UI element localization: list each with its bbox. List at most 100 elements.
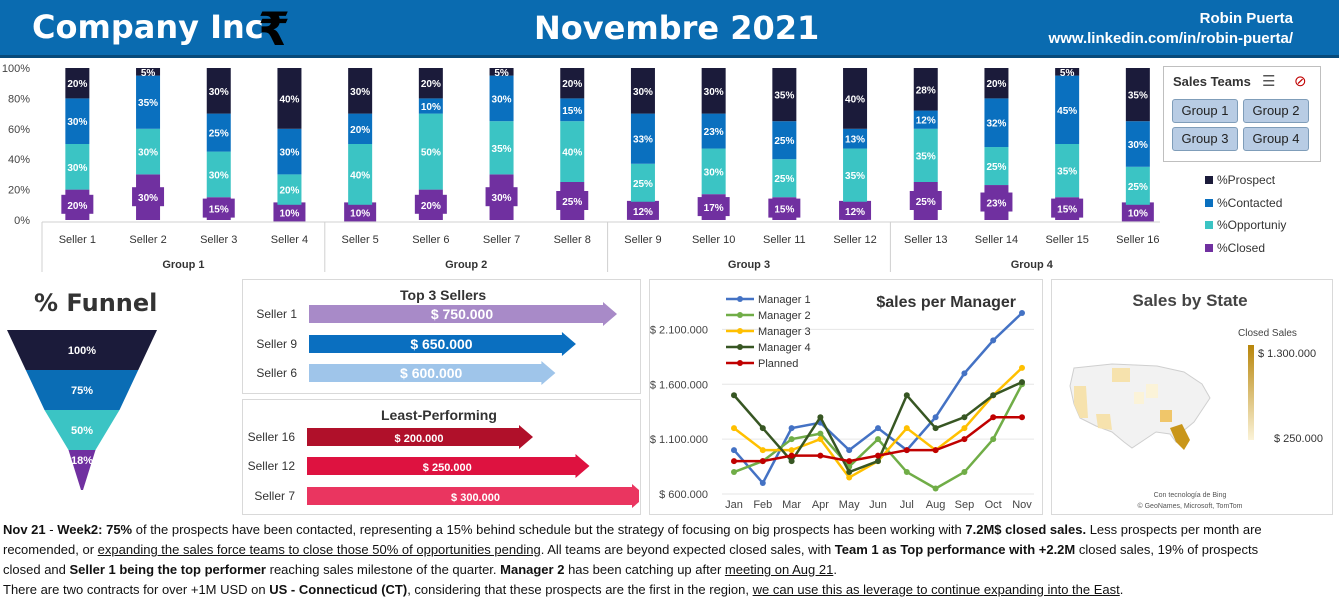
- multi-select-icon[interactable]: ☰: [1262, 73, 1276, 90]
- bar-segment: [136, 68, 161, 76]
- value-label: $ 300.000: [451, 492, 500, 504]
- bar-segment: [65, 68, 90, 99]
- funnel-stage: [25, 370, 139, 410]
- bar-segment: [984, 147, 1009, 186]
- x-tick-label: Mar: [782, 499, 801, 511]
- value-label: $ 750.000: [431, 306, 493, 322]
- note-text: , considering that these prospects are t…: [407, 582, 753, 597]
- map-title: Sales by State: [1132, 291, 1247, 310]
- closed-label-box: [909, 191, 942, 210]
- data-label: 20%: [279, 186, 299, 197]
- data-point: [1019, 364, 1025, 371]
- report-month: Novembre 2021: [534, 9, 820, 47]
- data-point: [759, 480, 766, 487]
- data-label: 10%: [350, 208, 370, 219]
- x-tick-label: Feb: [753, 499, 772, 511]
- company-name: Company Inc: [32, 8, 264, 46]
- data-point: [1019, 309, 1025, 316]
- note-highlight: Manager 2: [500, 562, 565, 577]
- data-label: 35%: [774, 91, 794, 102]
- x-tick-label: Aug: [926, 499, 946, 511]
- bar-segment: [489, 121, 514, 175]
- legend-opportunity: %Opportuniy: [1205, 217, 1286, 233]
- data-point: [846, 458, 853, 465]
- data-label: 35%: [1128, 91, 1148, 102]
- slicer-button-group-3[interactable]: Group 3: [1172, 127, 1238, 151]
- x-category-label: Seller 16: [1116, 234, 1159, 246]
- data-point: [731, 392, 737, 399]
- x-category-label: Seller 11: [763, 234, 806, 246]
- data-point: [817, 452, 824, 459]
- value-label: $ 650.000: [410, 336, 472, 352]
- summary-line-1: Nov 21 - Week2: 75% of the prospects hav…: [3, 520, 1337, 540]
- data-label: 30%: [138, 193, 158, 204]
- group-label: Group 3: [728, 259, 770, 271]
- closed-label-box: [626, 200, 659, 220]
- data-label: 32%: [986, 119, 1006, 130]
- note-highlight: Team 1 as Top performance with +2.2M: [834, 542, 1076, 557]
- bar-segment: [65, 98, 90, 144]
- bar-segment: [206, 151, 231, 198]
- state-fill: [1074, 386, 1088, 418]
- state-fill: [1146, 384, 1158, 398]
- funnel-stage: [44, 410, 120, 450]
- note-text: reaching sales milestone of the quarter.: [266, 562, 501, 577]
- group-label: Group 1: [162, 259, 204, 271]
- data-label: 35%: [1057, 167, 1077, 178]
- legend-swatch: [1205, 199, 1213, 207]
- legend-label: %Contacted: [1217, 196, 1283, 210]
- data-point: [932, 414, 939, 421]
- group-label: Group 4: [1011, 259, 1054, 271]
- legend-title: Closed Sales: [1238, 328, 1297, 339]
- data-label: 30%: [67, 163, 87, 174]
- state-fill: [1096, 414, 1112, 430]
- note-text: closed and: [3, 562, 70, 577]
- slicer-button-group-1[interactable]: Group 1: [1172, 99, 1238, 123]
- closed-label-box: [697, 197, 730, 217]
- author-name: Robin Puerta: [1199, 10, 1293, 27]
- data-label: 17%: [704, 203, 724, 214]
- us-map-outline: [1069, 363, 1211, 449]
- closed-label-box: [344, 202, 377, 222]
- summary-line-3: closed and Seller 1 being the top perfor…: [3, 560, 1337, 580]
- y-tick-label: 40%: [8, 154, 30, 166]
- y-tick-label: 0%: [14, 215, 30, 227]
- funnel-stage: [7, 330, 157, 370]
- data-point: [731, 458, 737, 465]
- bar-segment: [701, 148, 726, 195]
- data-point: [961, 425, 968, 432]
- summary-notes: Nov 21 - Week2: 75% of the prospects hav…: [3, 520, 1337, 600]
- data-label: 40%: [279, 94, 299, 105]
- sales-per-manager-chart: $ 600.000 $ 1.100.000 $ 1.600.000 $ 2.100.0…: [650, 294, 1034, 511]
- data-label: 40%: [845, 94, 865, 105]
- bar-segment: [984, 98, 1009, 148]
- legend-label: %Prospect: [1217, 173, 1276, 187]
- clear-filter-icon[interactable]: ⊘: [1294, 73, 1307, 90]
- data-label: 5%: [141, 68, 156, 79]
- data-point: [990, 392, 997, 399]
- data-point: [932, 447, 939, 454]
- map-credit: © GeoNames, Microsoft, TomTom: [1138, 502, 1243, 510]
- data-label: 20%: [562, 79, 582, 90]
- x-tick-label: Sep: [955, 499, 975, 511]
- funnel-title: % Funnel: [34, 289, 158, 317]
- bar-segment: [1125, 68, 1150, 122]
- bar-segment: [772, 159, 797, 198]
- bar-segment: [65, 144, 90, 190]
- slicer-button-group-2[interactable]: Group 2: [1243, 99, 1309, 123]
- x-category-label: Seller 7: [483, 234, 520, 246]
- bar-segment: [348, 144, 373, 205]
- x-category-label: Seller 12: [833, 234, 876, 246]
- closed-label-box: [61, 194, 94, 214]
- data-label: 30%: [704, 167, 724, 178]
- legend-prospect: %Prospect: [1205, 172, 1275, 188]
- data-label: 10%: [1128, 208, 1148, 219]
- legend-swatch: [1205, 221, 1213, 229]
- data-label: 20%: [67, 79, 87, 90]
- least-performing-title: Least-Performing: [381, 407, 497, 423]
- closed-label-box: [1051, 198, 1084, 218]
- linkedin-link[interactable]: www.linkedin.com/in/robin-puerta/: [1048, 30, 1293, 47]
- closed-label-box: [132, 187, 165, 207]
- slicer-button-group-4[interactable]: Group 4: [1243, 127, 1309, 151]
- legend-label: Planned: [758, 358, 798, 370]
